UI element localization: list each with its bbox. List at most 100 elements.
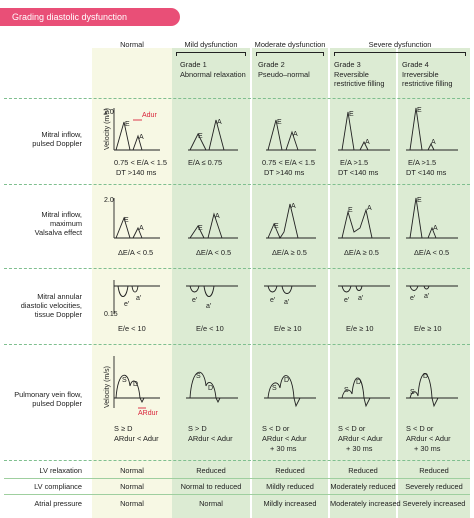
- grade-label: Grade 1: [180, 60, 207, 69]
- summary-cell: Normal: [120, 466, 144, 475]
- criteria-text: E/A >1.5: [340, 158, 369, 167]
- col-header-moderate: Moderate dysfunction: [254, 40, 326, 49]
- mitral-inflow-grade4-plot: E A: [406, 107, 458, 151]
- summary-cell: Reduced: [196, 466, 226, 475]
- summary-cell: Moderately reduced: [330, 482, 396, 491]
- mitral-inflow-grade3-plot: E A: [338, 111, 390, 151]
- grade-label: Grade 4: [402, 60, 429, 69]
- col-header-severe: Severe dysfunction: [368, 40, 432, 49]
- label-line: pulsed Doppler: [32, 139, 82, 148]
- D-label: D: [133, 381, 138, 388]
- summary-cell: Severely reduced: [405, 482, 463, 491]
- criteria-text: DT <140 ms: [338, 168, 379, 177]
- summary-label: Atrial pressure: [34, 499, 82, 508]
- summary-cell: Normal to reduced: [180, 482, 242, 491]
- summary-cell: Moderately increased: [330, 499, 401, 508]
- annular-grade3-plot: e′ a′: [338, 285, 390, 304]
- criteria-text: ΔE/A < 0.5: [196, 248, 232, 257]
- S-label: S: [196, 373, 201, 380]
- pulmonary-normal-plot: Velocity (m/s) S D ARdur: [104, 356, 160, 417]
- criteria-text: E/e ≥ 10: [274, 324, 302, 333]
- label-line: pulsed Doppler: [32, 399, 82, 408]
- criteria-text: ARdur < Adur: [338, 434, 383, 443]
- grade3-column-bg: [330, 48, 396, 518]
- mitral-inflow-normal-plot: 2.0 Velocity (m/s) E A Adur: [104, 108, 160, 151]
- a-prime-label: a′: [284, 299, 290, 306]
- peak-E-label: E: [274, 223, 279, 230]
- annular-grade2-plot: e′ a′: [264, 285, 316, 306]
- axis-tick-label: 2.0: [104, 197, 114, 204]
- peak-E-label: E: [417, 107, 422, 114]
- label-line: maximum: [49, 219, 82, 228]
- label-line: Mitral inflow,: [41, 130, 82, 139]
- label-line: diastolic velocities,: [20, 301, 82, 310]
- criteria-text: DT >140 ms: [116, 168, 157, 177]
- axis-tick-label: 0.15: [104, 311, 118, 318]
- label-line: Valsalva effect: [34, 228, 82, 237]
- col-header-normal: Normal: [120, 40, 144, 49]
- mitral-inflow-grade2-plot: E A: [266, 119, 316, 151]
- pulmonary-grade3-plot: S D: [338, 377, 390, 408]
- peak-E-label: E: [125, 121, 130, 128]
- criteria-text: E/e < 10: [118, 324, 146, 333]
- valsalva-normal-plot: 2.0 E A: [104, 197, 160, 239]
- row-divider: [4, 478, 470, 479]
- peak-A-label: A: [367, 205, 372, 212]
- criteria-text: E/A ≤ 0.75: [188, 158, 223, 167]
- ardur-label: ARdur: [138, 410, 159, 417]
- D-label: D: [208, 385, 213, 392]
- summary-cell: Reduced: [275, 466, 305, 475]
- adur-label: Adur: [142, 112, 157, 119]
- annular-normal-plot: 0.15 e′ a′: [104, 280, 160, 318]
- summary-cell: Severely increased: [402, 499, 466, 508]
- D-label: D: [423, 373, 428, 380]
- peak-E-label: E: [124, 217, 129, 224]
- pulmonary-grade4-plot: S D: [406, 373, 458, 408]
- D-label: D: [356, 379, 361, 386]
- summary-label: LV relaxation: [39, 466, 82, 475]
- a-prime-label: a′: [358, 295, 364, 302]
- row-label-valsalva: Mitral inflow, maximum Valsalva effect: [4, 210, 82, 237]
- row-label-mitral-inflow: Mitral inflow, pulsed Doppler: [4, 130, 82, 148]
- figure-title: Grading diastolic dysfunction: [12, 12, 128, 22]
- S-label: S: [344, 387, 349, 394]
- S-label: S: [272, 385, 277, 392]
- axis-title: Velocity (m/s): [104, 366, 111, 408]
- criteria-text: ΔE/A ≥ 0.5: [272, 248, 307, 257]
- summary-cell: Reduced: [419, 466, 449, 475]
- summary-cell: Mildly increased: [263, 499, 317, 508]
- criteria-text: E/e < 10: [196, 324, 224, 333]
- summary-cell: Reduced: [348, 466, 378, 475]
- grade4-column-bg: [398, 48, 470, 518]
- criteria-text: DT <140 ms: [406, 168, 447, 177]
- peak-A-label: A: [293, 131, 298, 138]
- valsalva-grade1-plot: E A: [188, 212, 238, 239]
- grade-sub: Reversible restrictive filling: [334, 70, 385, 88]
- peak-A-label: A: [431, 139, 436, 146]
- criteria-text: E/e ≥ 10: [346, 324, 374, 333]
- D-label: D: [284, 377, 289, 384]
- normal-column-bg: [92, 48, 172, 518]
- grade1-column-bg: [172, 48, 250, 518]
- peak-E-label: E: [417, 197, 422, 204]
- peak-A-label: A: [217, 119, 222, 126]
- criteria-text: ARdur < Adur: [188, 434, 233, 443]
- criteria-text: S ≥ D: [114, 424, 133, 433]
- row-divider: [4, 268, 470, 269]
- annular-grade1-plot: e′ a′: [186, 285, 238, 310]
- summary-cell: Normal: [199, 499, 223, 508]
- peak-E-label: E: [198, 133, 203, 140]
- e-prime-label: e′: [192, 297, 198, 304]
- e-prime-label: e′: [124, 301, 130, 308]
- summary-label: LV compliance: [34, 482, 82, 491]
- summary-cell: Normal: [120, 482, 144, 491]
- summary-cell: Normal: [120, 499, 144, 508]
- a-prime-label: a′: [136, 295, 142, 302]
- criteria-text: S < D or: [262, 424, 290, 433]
- peak-E-label: E: [198, 225, 203, 232]
- S-label: S: [410, 389, 415, 396]
- criteria-text: ARdur < Adur: [262, 434, 307, 443]
- row-divider: [4, 344, 470, 345]
- grade-sub: Abnormal relaxation: [180, 70, 246, 79]
